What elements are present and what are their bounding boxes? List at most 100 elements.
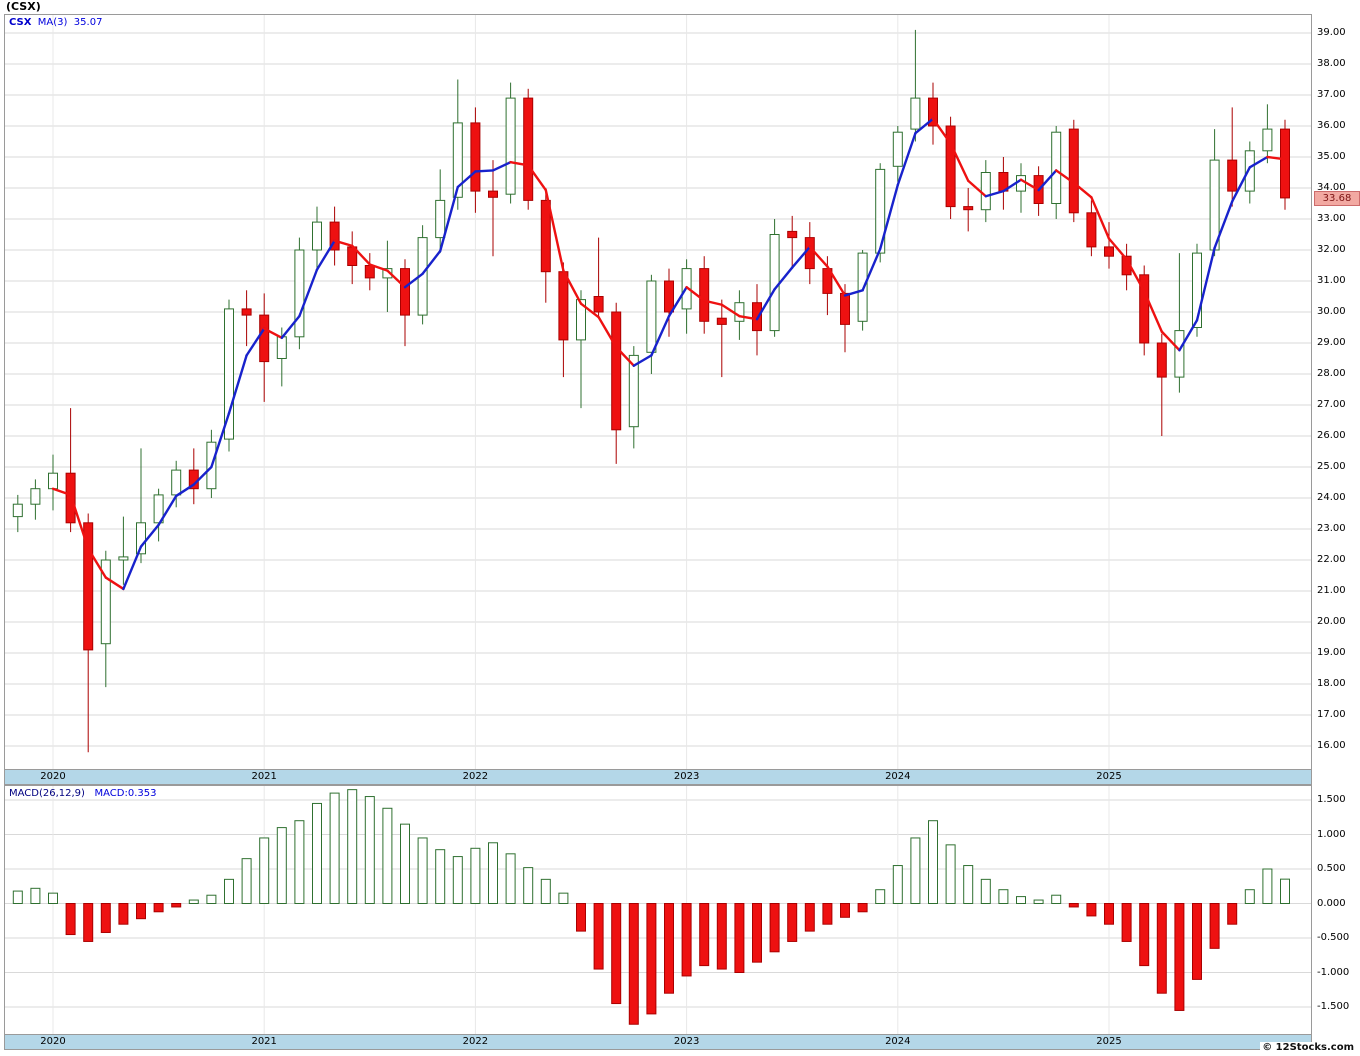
candle-up: [769, 234, 780, 332]
year-label: 2020: [40, 771, 66, 782]
ma-line-segment: [51, 487, 72, 497]
ma-line-segment: [192, 465, 213, 486]
macd-bar-negative: [646, 903, 657, 1015]
macd-bar-positive: [382, 807, 393, 905]
ma-line-segment: [527, 164, 547, 192]
macd-bar-positive: [998, 889, 1009, 904]
macd-bar-positive: [980, 878, 991, 904]
ma-line-segment: [1266, 155, 1287, 161]
price-tick-label: 38.00: [1317, 58, 1346, 69]
macd-bar-positive: [452, 856, 463, 904]
macd-bar-negative: [840, 903, 850, 918]
candle-up: [1244, 150, 1255, 192]
macd-bar-negative: [752, 903, 762, 963]
ma-line-segment: [439, 185, 459, 253]
macd-bar-positive: [523, 867, 534, 905]
macd-bar-positive: [12, 890, 23, 905]
macd-tick-label: 0.000: [1317, 897, 1346, 909]
candle-up: [48, 472, 58, 490]
page-title: (CSX): [6, 0, 41, 13]
macd-bar-negative: [822, 903, 833, 925]
candle-up: [576, 299, 586, 341]
candle-down: [523, 97, 534, 201]
macd-panel: [4, 785, 1312, 1035]
macd-bar-negative: [1156, 903, 1167, 994]
macd-bar-positive: [206, 894, 217, 905]
candle-down: [804, 237, 815, 270]
price-tick-label: 27.00: [1317, 399, 1346, 410]
macd-bar-negative: [171, 903, 182, 908]
candle-up: [100, 559, 111, 645]
ma-line-segment: [456, 170, 477, 189]
macd-bar-positive: [347, 789, 358, 904]
candle-down: [787, 230, 798, 239]
candle-down: [752, 302, 762, 332]
macd-bar-negative: [681, 903, 692, 977]
macd-bar-negative: [664, 903, 674, 994]
ma-line-segment: [808, 245, 829, 268]
macd-bar-negative: [787, 903, 798, 942]
ma-line-segment: [351, 244, 371, 266]
candle-up: [276, 336, 287, 359]
ma-line-segment: [69, 493, 90, 550]
ma-line-segment: [1090, 196, 1111, 240]
price-tick-label: 16.00: [1317, 740, 1346, 751]
ma-line-segment: [1230, 166, 1252, 203]
candle-down: [945, 125, 956, 208]
candle-down: [699, 268, 710, 322]
price-tick-label: 26.00: [1317, 430, 1346, 441]
ma-line-segment: [474, 169, 495, 173]
macd-bar-positive: [188, 899, 199, 905]
ma-line-segment: [861, 247, 882, 292]
year-label: 2025: [1096, 771, 1122, 782]
ma-line-segment: [509, 160, 530, 167]
macd-value-label: MACD:0.353: [94, 788, 157, 799]
candle-down: [488, 190, 498, 198]
year-label: 2021: [251, 771, 277, 782]
macd-bar-positive: [276, 827, 287, 904]
candle-up: [224, 308, 234, 440]
macd-bar-negative: [734, 903, 745, 973]
macd-bar-negative: [1068, 903, 1079, 908]
macd-bar-positive: [224, 878, 234, 904]
ma-line-segment: [403, 272, 424, 289]
ma-line-segment: [1019, 178, 1040, 192]
ma-line-segment: [1037, 169, 1058, 192]
candle-up: [1051, 131, 1062, 204]
ma-line-segment: [421, 249, 442, 275]
macd-bar-positive: [928, 820, 938, 905]
candle-up: [505, 97, 516, 195]
ma-line-segment: [1195, 246, 1216, 322]
macd-bar-positive: [259, 837, 270, 905]
macd-bar-positive: [540, 878, 551, 904]
price-tick-label: 21.00: [1317, 585, 1346, 596]
price-tick-label: 36.00: [1317, 120, 1346, 131]
candle-up: [1016, 175, 1026, 192]
ma-line-segment: [967, 179, 987, 198]
ma-line-segment: [597, 315, 618, 349]
macd-bar-positive: [470, 847, 481, 904]
candle-up: [910, 97, 921, 130]
ma-line-segment: [650, 314, 671, 357]
candle-down: [611, 311, 622, 431]
macd-bar-positive: [945, 844, 956, 904]
x-axis-year-band-top: 2020 2021 2022 2023 2024 2025: [4, 770, 1312, 785]
price-tick-label: 32.00: [1317, 244, 1346, 255]
candle-down: [716, 317, 727, 325]
ma-line-segment: [315, 239, 336, 271]
ma-line-segment: [826, 265, 847, 297]
macd-bar-positive: [505, 853, 516, 904]
macd-bar-negative: [611, 903, 622, 1005]
macd-bar-negative: [136, 903, 146, 920]
ma-line-segment: [791, 245, 811, 269]
candle-down: [83, 522, 94, 651]
macd-bar-negative: [1174, 903, 1185, 1011]
candle-up: [1192, 252, 1202, 329]
ma-line-segment: [1072, 181, 1093, 199]
candlestick-chart-canvas: [5, 15, 1311, 769]
ma-line-segment: [263, 327, 283, 340]
ma-line-segment: [703, 299, 723, 306]
ma-line-segment: [368, 263, 389, 272]
macd-tick-label: 1.000: [1317, 828, 1346, 840]
